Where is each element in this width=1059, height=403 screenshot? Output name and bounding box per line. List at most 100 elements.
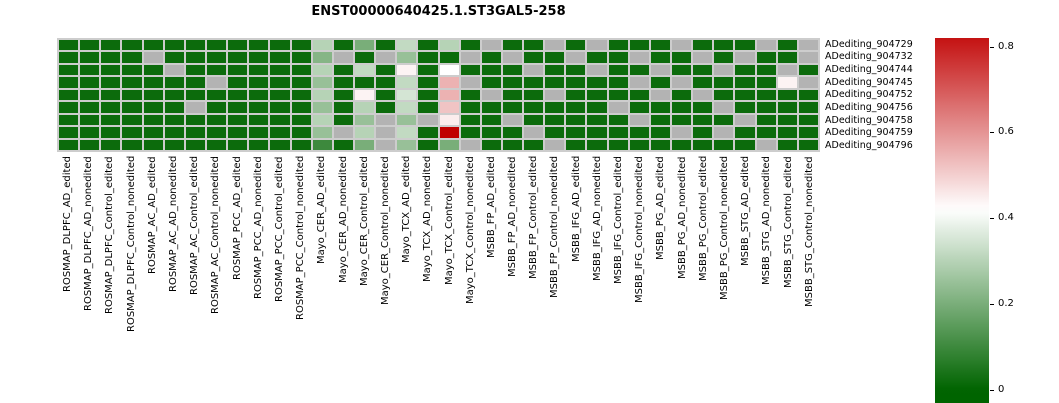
row-label: ADediting_904758 [825, 114, 913, 126]
heatmap-cell [672, 89, 692, 101]
heatmap-cell [333, 40, 353, 51]
heatmap-cell [376, 40, 396, 51]
heatmap-cell [439, 52, 459, 63]
row-label: ADediting_904732 [825, 51, 913, 63]
heatmap-cell [164, 89, 184, 101]
heatmap-cell [714, 77, 734, 88]
heatmap-cell [59, 114, 79, 126]
heatmap-cell [354, 139, 375, 150]
heatmap-cell [650, 52, 671, 63]
heatmap-cell [101, 52, 121, 63]
heatmap-cell [249, 127, 269, 138]
heatmap-cell [524, 40, 544, 51]
heatmap-cell [164, 77, 184, 88]
heatmap-cell [502, 102, 523, 113]
col-label: ROSMAP_PCC_Control_nonedited [295, 156, 307, 321]
col-label: MSBB_PG_AD_nonedited [676, 156, 688, 279]
col-label: ROSMAP_AC_AD_nonedited [167, 156, 179, 293]
heatmap-cell [143, 114, 163, 126]
heatmap-cell [206, 89, 227, 101]
heatmap-cell [122, 40, 142, 51]
heatmap-cell [714, 40, 734, 51]
heatmap-cell [777, 52, 797, 63]
heatmap-cell [629, 64, 649, 76]
heatmap-cell [756, 102, 776, 113]
heatmap-cell [249, 77, 269, 88]
heatmap-cell [80, 139, 100, 150]
heatmap-cell [101, 77, 121, 88]
col-label: MSBB_PG_AD_edited [655, 156, 667, 260]
heatmap-cell [439, 77, 459, 88]
heatmap-cell [650, 139, 671, 150]
heatmap-cell [101, 40, 121, 51]
heatmap-cell [756, 52, 776, 63]
heatmap-cell [143, 40, 163, 51]
row-label: ADediting_904756 [825, 101, 913, 113]
heatmap-cell [629, 139, 649, 150]
heatmap-cell [59, 52, 79, 63]
heatmap-cell [524, 64, 544, 76]
heatmap-cell [672, 77, 692, 88]
heatmap-cell [228, 127, 248, 138]
colorbar-tick-mark [990, 46, 994, 48]
heatmap-cell [524, 102, 544, 113]
heatmap-grid [57, 38, 820, 152]
heatmap-cell [650, 102, 671, 113]
heatmap-cell [101, 89, 121, 101]
heatmap-cell [376, 64, 396, 76]
heatmap-cell [59, 102, 79, 113]
colorbar-tick-label: 0.6 [998, 126, 1014, 138]
heatmap-cell [291, 40, 311, 51]
heatmap-cell [756, 89, 776, 101]
row-label: ADediting_904796 [825, 139, 913, 151]
heatmap-cell [122, 114, 142, 126]
heatmap-cell [566, 114, 586, 126]
col-label: ROSMAP_AC_Control_nonedited [210, 156, 222, 314]
heatmap-cell [291, 77, 311, 88]
heatmap-cell [249, 52, 269, 63]
heatmap-cell [566, 52, 586, 63]
col-label: ROSMAP_DLPFC_AD_edited [62, 156, 73, 292]
heatmap-cell [439, 64, 459, 76]
heatmap-cell [397, 127, 417, 138]
heatmap-cell [333, 64, 353, 76]
heatmap-cell [777, 77, 797, 88]
heatmap-cell [587, 127, 607, 138]
heatmap-cell [502, 64, 523, 76]
heatmap-cell [354, 102, 375, 113]
col-label: MSBB_STG_Control_nonedited [803, 156, 815, 307]
col-label: ROSMAP_AC_Control_edited [189, 156, 201, 296]
heatmap-cell [376, 127, 396, 138]
heatmap-cell [629, 127, 649, 138]
heatmap-cell [270, 102, 290, 113]
col-label: MSBB_IFG_AD_nonedited [591, 156, 603, 282]
heatmap-cell [185, 139, 205, 150]
heatmap-cell [502, 52, 523, 63]
heatmap-cell [798, 127, 818, 138]
heatmap-cell [101, 64, 121, 76]
heatmap-cell [693, 64, 713, 76]
heatmap-cell [524, 114, 544, 126]
heatmap-cell [333, 139, 353, 150]
heatmap-cell [206, 102, 227, 113]
heatmap-cell [756, 77, 776, 88]
heatmap-cell [249, 102, 269, 113]
heatmap-cell [312, 52, 332, 63]
heatmap-cell [587, 114, 607, 126]
heatmap-cell [481, 77, 501, 88]
col-label: MSBB_STG_AD_edited [740, 156, 752, 267]
heatmap-cell [270, 89, 290, 101]
heatmap-cell [629, 89, 649, 101]
heatmap-cell [80, 40, 100, 51]
heatmap-cell [672, 40, 692, 51]
heatmap-cell [672, 127, 692, 138]
heatmap-cell [460, 64, 480, 76]
heatmap-cell [354, 64, 375, 76]
colorbar-tick-label: 0.8 [998, 40, 1014, 52]
colorbar-tick-label: 0.4 [998, 212, 1014, 224]
heatmap-cell [545, 139, 565, 150]
heatmap-cell [756, 127, 776, 138]
heatmap-cell [524, 89, 544, 101]
heatmap-cell [228, 89, 248, 101]
heatmap-cell [714, 127, 734, 138]
